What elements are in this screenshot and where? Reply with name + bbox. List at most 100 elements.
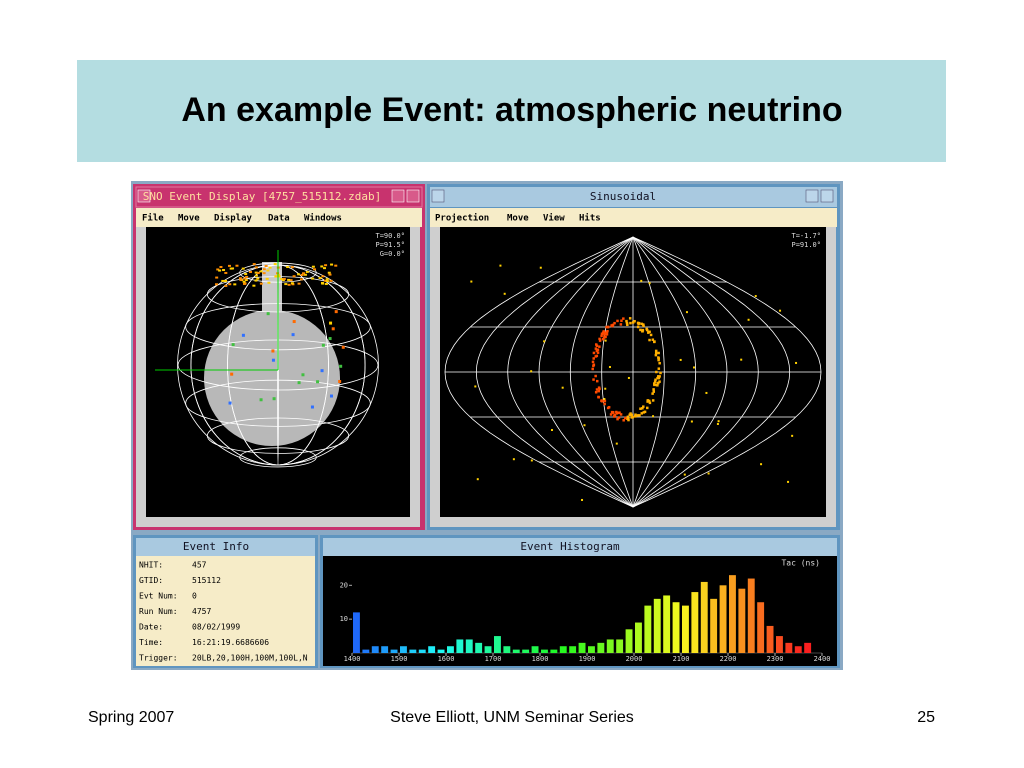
hit — [760, 463, 763, 466]
hit — [290, 282, 294, 285]
bar — [475, 642, 483, 653]
hit — [221, 279, 225, 282]
window-menu-button[interactable] — [431, 189, 445, 203]
title-box — [77, 60, 946, 162]
footer-right: 25 — [917, 709, 935, 726]
hit — [795, 361, 798, 364]
title-bar — [430, 187, 837, 207]
hit — [228, 283, 232, 286]
hit — [254, 266, 258, 269]
hit — [267, 281, 271, 284]
hit — [277, 275, 281, 278]
hit — [233, 283, 237, 286]
bar — [794, 646, 802, 653]
title-bar — [135, 186, 423, 208]
bar — [484, 646, 492, 653]
hit — [216, 268, 220, 271]
hit — [311, 265, 315, 268]
maximize-button[interactable] — [406, 189, 420, 203]
x-tick-label: 2000 — [626, 655, 643, 663]
bar — [757, 602, 765, 653]
menu-bar — [430, 208, 837, 227]
bar — [381, 646, 389, 653]
menu-item[interactable]: Data — [268, 214, 290, 224]
x-tick-label: 2100 — [673, 655, 690, 663]
menu-item[interactable]: Move — [507, 214, 529, 224]
hit — [581, 498, 584, 501]
menu-item[interactable]: View — [543, 213, 565, 224]
hit — [530, 459, 533, 462]
hit — [592, 363, 596, 366]
hit — [286, 266, 290, 269]
footer-left: Spring 2007 — [88, 709, 174, 726]
bar — [456, 639, 464, 653]
hit — [619, 323, 623, 326]
sinusoidal-window: Sinusoidal Projection Move View Hits T=-1.7… — [427, 184, 840, 530]
hit — [637, 322, 640, 326]
menu-item[interactable]: Hits — [579, 213, 601, 224]
hit — [653, 382, 656, 385]
hit — [654, 378, 657, 382]
hit — [626, 415, 630, 419]
hit — [631, 321, 635, 324]
field-label: GTID: — [139, 576, 163, 585]
window-menu-button[interactable] — [137, 189, 151, 203]
scrollbar[interactable] — [826, 227, 836, 517]
hit — [645, 327, 648, 331]
hit — [476, 478, 479, 481]
scrollbar[interactable] — [430, 227, 440, 517]
hit — [598, 339, 602, 342]
hit — [242, 280, 246, 283]
slide-title: An example Event: atmospheric neutrino — [181, 91, 842, 129]
hit — [583, 424, 586, 427]
scrollbar[interactable] — [410, 227, 420, 517]
x-tick-label: 1800 — [532, 655, 549, 663]
maximize-button[interactable] — [820, 189, 834, 203]
hit — [740, 358, 743, 361]
scrollbar[interactable] — [136, 517, 420, 527]
hit — [320, 265, 324, 268]
hit — [215, 276, 219, 279]
minimize-button[interactable] — [391, 189, 405, 203]
hit — [244, 273, 248, 276]
hit — [791, 434, 794, 437]
hit — [305, 270, 309, 273]
hit — [596, 351, 600, 354]
hit — [592, 357, 595, 360]
menu-item[interactable]: Windows — [304, 213, 342, 224]
hit — [716, 422, 719, 425]
bar — [766, 625, 774, 653]
hit — [656, 376, 659, 380]
menu-item[interactable]: Move — [178, 214, 200, 224]
hit — [235, 264, 239, 267]
field-label: NHIT: — [139, 561, 163, 570]
bar — [400, 646, 407, 653]
hit — [652, 390, 656, 393]
hit — [603, 336, 606, 339]
scrollbar[interactable] — [430, 517, 836, 527]
menu-item[interactable]: File — [142, 213, 164, 224]
hit — [271, 358, 275, 362]
minimize-button[interactable] — [805, 189, 819, 203]
bar — [691, 592, 699, 653]
hit — [603, 399, 607, 403]
menu-item[interactable]: Display — [214, 213, 253, 224]
menu-item[interactable]: Projection — [435, 213, 489, 224]
hit — [592, 351, 596, 355]
bar — [597, 642, 605, 653]
bar — [494, 636, 501, 653]
hit — [329, 394, 333, 398]
bar — [625, 629, 633, 653]
hit — [627, 376, 630, 379]
hit — [615, 410, 618, 414]
bar — [588, 646, 595, 653]
hit — [647, 331, 650, 334]
hit — [313, 268, 317, 271]
hit — [635, 414, 638, 417]
hit — [470, 280, 473, 283]
scrollbar[interactable] — [136, 227, 146, 517]
hit — [256, 277, 260, 280]
hit — [338, 379, 342, 383]
hit — [639, 407, 642, 410]
hit — [254, 274, 258, 277]
